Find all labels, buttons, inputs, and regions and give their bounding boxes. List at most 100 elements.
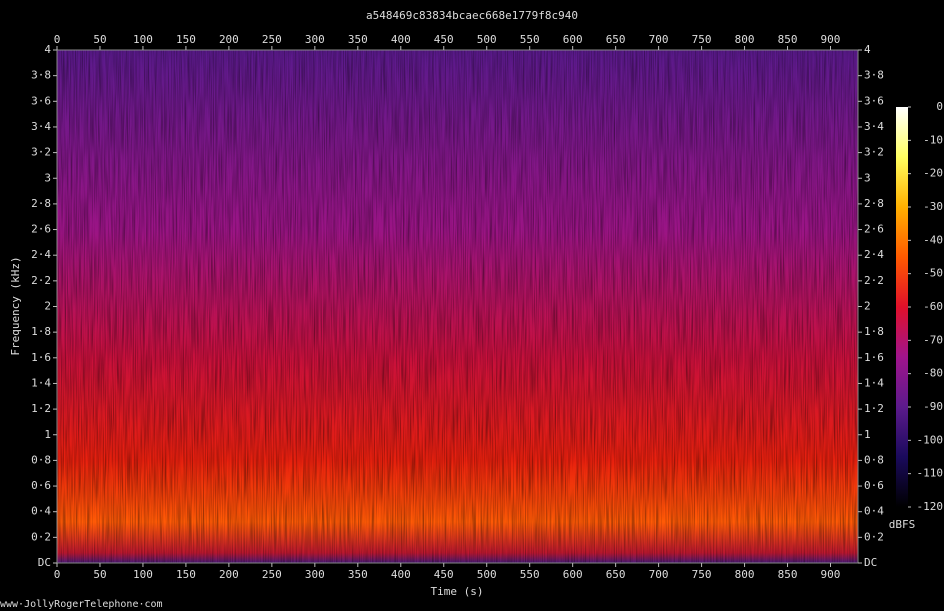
y-tick-label-right: 3·8 <box>864 69 884 82</box>
spectrogram-texture <box>57 50 858 563</box>
y-tick-label-right: 1·6 <box>864 351 884 364</box>
x-tick-label-top: 550 <box>520 33 540 46</box>
x-tick-label-top: 0 <box>54 33 61 46</box>
x-tick-label-top: 900 <box>821 33 841 46</box>
x-tick-label: 900 <box>821 568 841 581</box>
x-tick-label-top: 400 <box>391 33 411 46</box>
x-tick-label-top: 250 <box>262 33 282 46</box>
y-tick-label: 2·4 <box>31 248 51 261</box>
colorbar <box>896 107 908 507</box>
x-tick-label-top: 450 <box>434 33 454 46</box>
y-tick-label: DC <box>38 556 51 569</box>
y-tick-label-right: 3·4 <box>864 120 884 133</box>
x-tick-label: 550 <box>520 568 540 581</box>
footer: www·JollyRogerTelephone·com <box>0 599 163 610</box>
y-tick-label: 3·4 <box>31 120 51 133</box>
x-tick-label-top: 300 <box>305 33 325 46</box>
y-tick-label: 2·6 <box>31 223 51 236</box>
colorbar-label: dBFS <box>889 518 916 531</box>
x-tick-label-top: 200 <box>219 33 239 46</box>
x-tick-label: 100 <box>133 568 153 581</box>
y-tick-label-right: 0·8 <box>864 453 884 466</box>
y-tick-label: 1·8 <box>31 325 51 338</box>
y-tick-label: 3·8 <box>31 69 51 82</box>
y-tick-label: 1·2 <box>31 402 51 415</box>
y-tick-label-right: 2·4 <box>864 248 884 261</box>
x-tick-label: 650 <box>606 568 626 581</box>
x-tick-label-top: 700 <box>649 33 669 46</box>
x-tick-label: 600 <box>563 568 583 581</box>
y-tick-label-right: 2·8 <box>864 197 884 210</box>
y-tick-label-right: DC <box>864 556 877 569</box>
x-tick-label-top: 50 <box>93 33 106 46</box>
colorbar-tick-label: 0 <box>936 100 943 113</box>
y-tick-label-right: 1·2 <box>864 402 884 415</box>
x-tick-label-top: 500 <box>477 33 497 46</box>
y-tick-label-right: 0·2 <box>864 530 884 543</box>
y-tick-label: 3 <box>44 171 51 184</box>
x-tick-label: 50 <box>93 568 106 581</box>
y-tick-label-right: 2 <box>864 300 871 313</box>
y-tick-label: 2·8 <box>31 197 51 210</box>
y-tick-label: 2·2 <box>31 274 51 287</box>
y-tick-label-right: 3 <box>864 171 871 184</box>
x-tick-label: 800 <box>735 568 755 581</box>
x-tick-label: 250 <box>262 568 282 581</box>
y-tick-label: 3·6 <box>31 94 51 107</box>
y-tick-label: 3·2 <box>31 146 51 159</box>
x-tick-label-top: 600 <box>563 33 583 46</box>
x-tick-label-top: 800 <box>735 33 755 46</box>
colorbar-tick-label: -100 <box>917 433 944 446</box>
x-tick-label-top: 100 <box>133 33 153 46</box>
y-tick-label-right: 2·2 <box>864 274 884 287</box>
y-tick-label: 1·4 <box>31 376 51 389</box>
x-tick-label: 350 <box>348 568 368 581</box>
x-tick-label: 450 <box>434 568 454 581</box>
x-axis-label: Time (s) <box>431 585 484 598</box>
x-tick-label: 400 <box>391 568 411 581</box>
y-tick-label-right: 1·4 <box>864 376 884 389</box>
colorbar-tick-label: -90 <box>923 400 943 413</box>
y-tick-label-right: 3·6 <box>864 94 884 107</box>
y-tick-label: 1·6 <box>31 351 51 364</box>
x-tick-label-top: 750 <box>692 33 712 46</box>
x-tick-label: 150 <box>176 568 196 581</box>
x-tick-label: 750 <box>692 568 712 581</box>
y-tick-label: 4 <box>44 43 51 56</box>
colorbar-tick-label: -40 <box>923 233 943 246</box>
y-tick-label: 0·4 <box>31 505 51 518</box>
chart-title: a548469c83834bcaec668e1779f8c940 <box>366 9 578 22</box>
colorbar-tick-label: -120 <box>917 500 944 513</box>
x-tick-label-top: 350 <box>348 33 368 46</box>
y-tick-label: 0·8 <box>31 453 51 466</box>
x-tick-label: 850 <box>778 568 798 581</box>
y-tick-label-right: 2·6 <box>864 223 884 236</box>
colorbar-tick-label: -30 <box>923 200 943 213</box>
colorbar-tick-label: -10 <box>923 133 943 146</box>
y-tick-label: 2 <box>44 300 51 313</box>
colorbar-tick-label: -50 <box>923 267 943 280</box>
colorbar-tick-label: -70 <box>923 333 943 346</box>
x-tick-label-top: 650 <box>606 33 626 46</box>
x-tick-label: 700 <box>649 568 669 581</box>
x-tick-label: 0 <box>54 568 61 581</box>
x-tick-label: 300 <box>305 568 325 581</box>
y-tick-label-right: 0·6 <box>864 479 884 492</box>
colorbar-tick-label: -110 <box>917 467 944 480</box>
y-tick-label: 1 <box>44 428 51 441</box>
colorbar-tick-label: -20 <box>923 167 943 180</box>
y-tick-label: 0·2 <box>31 530 51 543</box>
y-tick-label-right: 1 <box>864 428 871 441</box>
y-tick-label-right: 3·2 <box>864 146 884 159</box>
x-tick-label: 200 <box>219 568 239 581</box>
y-tick-label-right: 0·4 <box>864 505 884 518</box>
colorbar-tick-label: -80 <box>923 367 943 380</box>
y-tick-label-right: 1·8 <box>864 325 884 338</box>
colorbar-tick-label: -60 <box>923 300 943 313</box>
y-tick-label-right: 4 <box>864 43 871 56</box>
y-axis-label: Frequency (kHz) <box>9 256 22 355</box>
y-tick-label: 0·6 <box>31 479 51 492</box>
x-tick-label: 500 <box>477 568 497 581</box>
x-tick-label-top: 850 <box>778 33 798 46</box>
